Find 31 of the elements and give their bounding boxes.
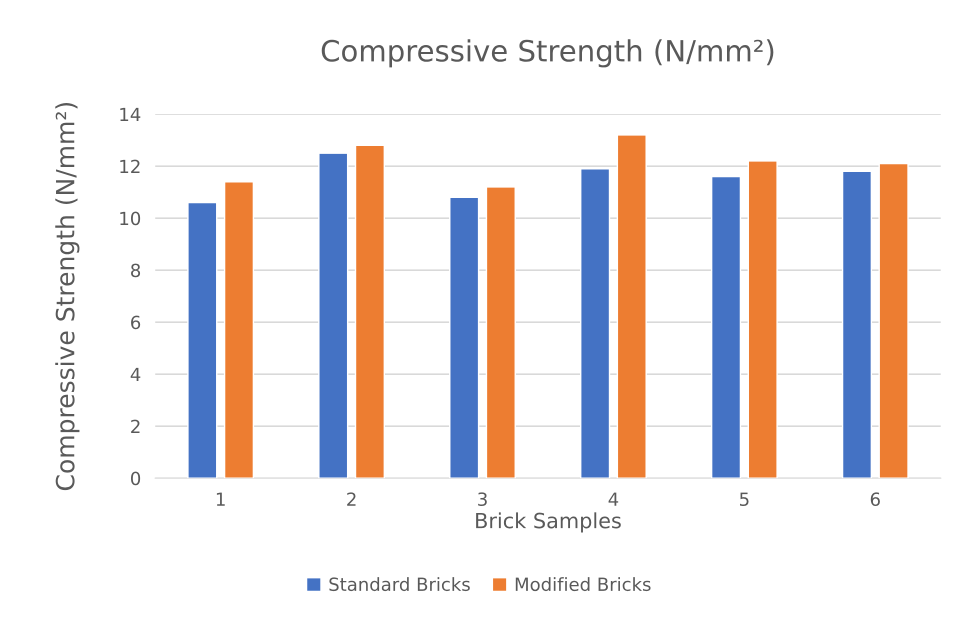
y-tick-label: 6 — [131, 316, 140, 330]
x-tick-label: 3 — [478, 492, 487, 506]
bar — [842, 170, 872, 478]
x-tick-label: 5 — [740, 492, 749, 506]
bar — [187, 202, 218, 478]
y-tick-label: 8 — [131, 264, 140, 278]
bar — [318, 152, 348, 478]
y-tick-label: 2 — [131, 420, 140, 434]
y-tick-label: 12 — [120, 160, 140, 174]
bar — [486, 186, 516, 478]
bar — [580, 168, 610, 478]
bar — [224, 181, 254, 478]
y-tick-label: 14 — [120, 108, 140, 122]
bar — [616, 134, 647, 478]
bar — [449, 196, 480, 478]
bar — [354, 144, 386, 478]
x-tick-label: 1 — [216, 492, 225, 506]
legend-label: Modified Bricks — [516, 577, 651, 592]
y-axis-title: Compressive Strength (N/mm²) — [55, 102, 80, 490]
y-tick-label: 10 — [120, 212, 140, 226]
x-tick-label: 6 — [870, 492, 880, 506]
x-tick-label: 4 — [608, 492, 618, 506]
chart-title: Compressive Strength (N/mm²) — [322, 39, 774, 68]
bar — [748, 160, 778, 478]
bar — [710, 176, 742, 478]
x-tick-label: 2 — [347, 492, 356, 506]
y-tick-label: 0 — [131, 472, 140, 486]
x-axis-title: Brick Samples — [476, 512, 621, 532]
y-tick-label: 4 — [130, 368, 140, 382]
legend-label: Standard Bricks — [329, 577, 470, 592]
bar — [878, 162, 909, 478]
